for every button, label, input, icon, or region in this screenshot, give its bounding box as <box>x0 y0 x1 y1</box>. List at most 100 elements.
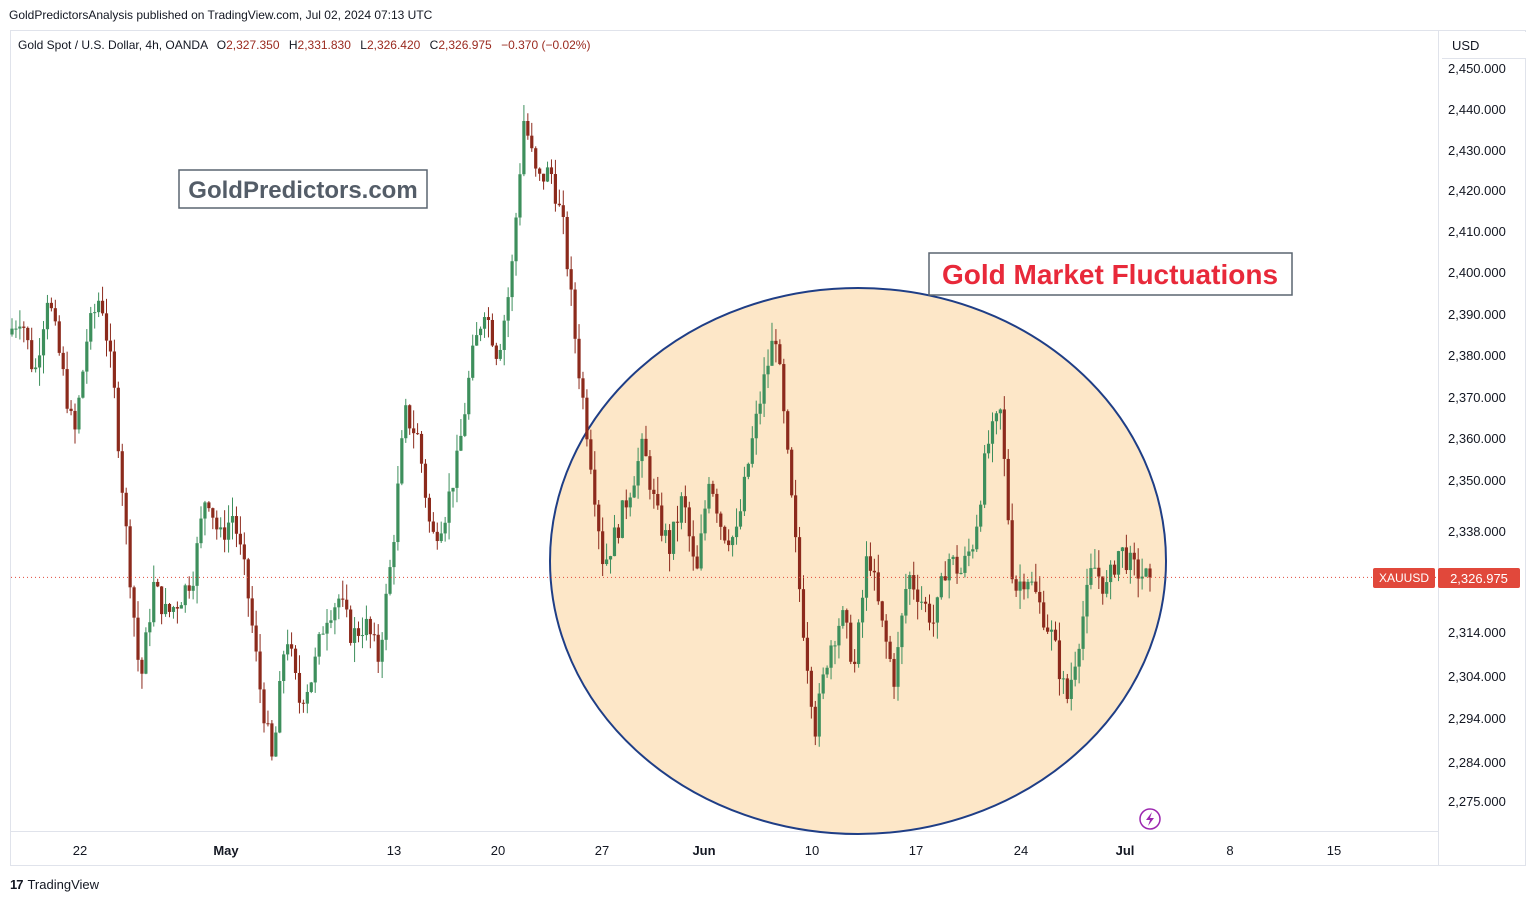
candle-body <box>990 421 995 444</box>
candle-body <box>230 516 235 523</box>
candle-body <box>636 461 640 486</box>
price-tick-label: 2,294.000 <box>1448 711 1506 726</box>
headline-box[interactable]: Gold Market Fluctuations <box>928 252 1293 296</box>
candle-body <box>731 537 735 546</box>
candle-body <box>171 607 176 612</box>
candle-body <box>1140 576 1144 579</box>
candle-body <box>246 559 250 599</box>
candle-body <box>683 496 687 508</box>
candle-body <box>971 549 975 552</box>
candle-body <box>447 491 451 523</box>
candle-body <box>443 522 447 534</box>
candle-body <box>1022 581 1026 590</box>
candle-body <box>951 556 955 560</box>
time-tick-label: Jun <box>692 843 715 858</box>
candle-body <box>112 351 116 388</box>
candle-body <box>388 567 392 594</box>
candle-body <box>734 526 739 538</box>
candle-body <box>927 603 932 623</box>
candle-body <box>530 135 534 149</box>
candle-body <box>108 340 113 352</box>
candle-body <box>1093 567 1097 569</box>
candle-body <box>920 601 924 603</box>
candle-body <box>124 492 128 527</box>
candle-body <box>22 326 26 328</box>
symbol-tag-text: XAUUSD <box>1379 571 1429 585</box>
time-tick-label: 22 <box>73 843 87 858</box>
candle-body <box>1030 581 1034 583</box>
candle-body <box>408 405 412 429</box>
candle-body <box>632 485 636 498</box>
candle-body <box>89 313 93 342</box>
candle-body <box>691 536 695 557</box>
chart-legend: Gold Spot / U.S. Dollar, 4h, OANDA O2,32… <box>18 38 590 52</box>
candle-body <box>612 527 617 557</box>
lightning-icon[interactable] <box>1139 808 1161 830</box>
candle-body <box>1026 581 1030 590</box>
tradingview-logo[interactable]: 17 TradingView <box>10 877 99 892</box>
candle-body <box>376 634 380 662</box>
currency-label[interactable]: USD <box>1442 32 1526 59</box>
brand-box[interactable]: GoldPredictors.com <box>178 169 428 209</box>
headline-box-text: Gold Market Fluctuations <box>942 259 1278 290</box>
candle-body <box>53 308 57 322</box>
candle-body <box>286 644 290 655</box>
candle-body <box>994 413 999 422</box>
candle-body <box>1148 568 1152 578</box>
candle-body <box>262 689 266 724</box>
time-tick-label: 13 <box>387 843 401 858</box>
candle-body <box>1002 409 1006 459</box>
candle-body <box>301 702 305 704</box>
candle-body <box>837 625 841 646</box>
candle-body <box>821 674 825 694</box>
candle-body <box>195 543 199 586</box>
candle-body <box>538 168 542 174</box>
candle-body <box>644 438 648 457</box>
candle-body <box>813 706 817 737</box>
time-axis-divider <box>11 831 1438 832</box>
candle-body <box>1065 678 1069 699</box>
candle-body <box>1120 547 1125 552</box>
legend-change: −0.370 (−0.02%) <box>501 38 591 52</box>
candle-body <box>61 352 65 370</box>
candle-body <box>120 451 124 493</box>
time-tick-label: 10 <box>805 843 819 858</box>
candle-body <box>427 497 431 522</box>
candle-body <box>439 533 443 542</box>
candle-body <box>415 433 420 435</box>
candle-body <box>782 364 786 412</box>
candle-body <box>219 527 223 530</box>
candle-body <box>215 517 219 530</box>
candle-body <box>569 269 573 290</box>
candle-body <box>400 438 404 484</box>
candle-body <box>1057 640 1062 680</box>
time-tick-label: 8 <box>1226 843 1233 858</box>
candle-body <box>892 658 896 687</box>
time-tick-label: 17 <box>909 843 923 858</box>
candle-body <box>14 328 18 330</box>
candle-body <box>959 572 963 574</box>
candle-body <box>502 320 506 350</box>
candle-body <box>152 581 156 623</box>
price-axis[interactable]: 2,450.000 2,440.000 2,430.000 2,420.000 2,41… <box>1448 61 1506 809</box>
candle-body <box>349 609 353 643</box>
candle-body <box>888 641 892 659</box>
candle-body <box>604 559 609 565</box>
candle-body <box>707 483 711 509</box>
candle-body <box>1069 679 1073 699</box>
price-axis-divider <box>1438 31 1439 866</box>
candle-body <box>49 302 53 309</box>
candle-body <box>30 340 34 370</box>
candle-body <box>845 610 849 623</box>
candle-body <box>1101 576 1105 594</box>
candle-body <box>183 585 187 606</box>
candle-body <box>45 302 50 330</box>
time-axis[interactable]: 22 May 13 20 27 Jun 10 17 24 Jul 8 15 <box>73 843 1341 858</box>
candle-body <box>69 408 73 411</box>
candle-body <box>1144 568 1148 577</box>
candle-body <box>526 121 530 136</box>
price-tick-label: 2,314.000 <box>1448 625 1506 640</box>
candle-body <box>841 610 845 626</box>
candle-body <box>1042 602 1046 628</box>
